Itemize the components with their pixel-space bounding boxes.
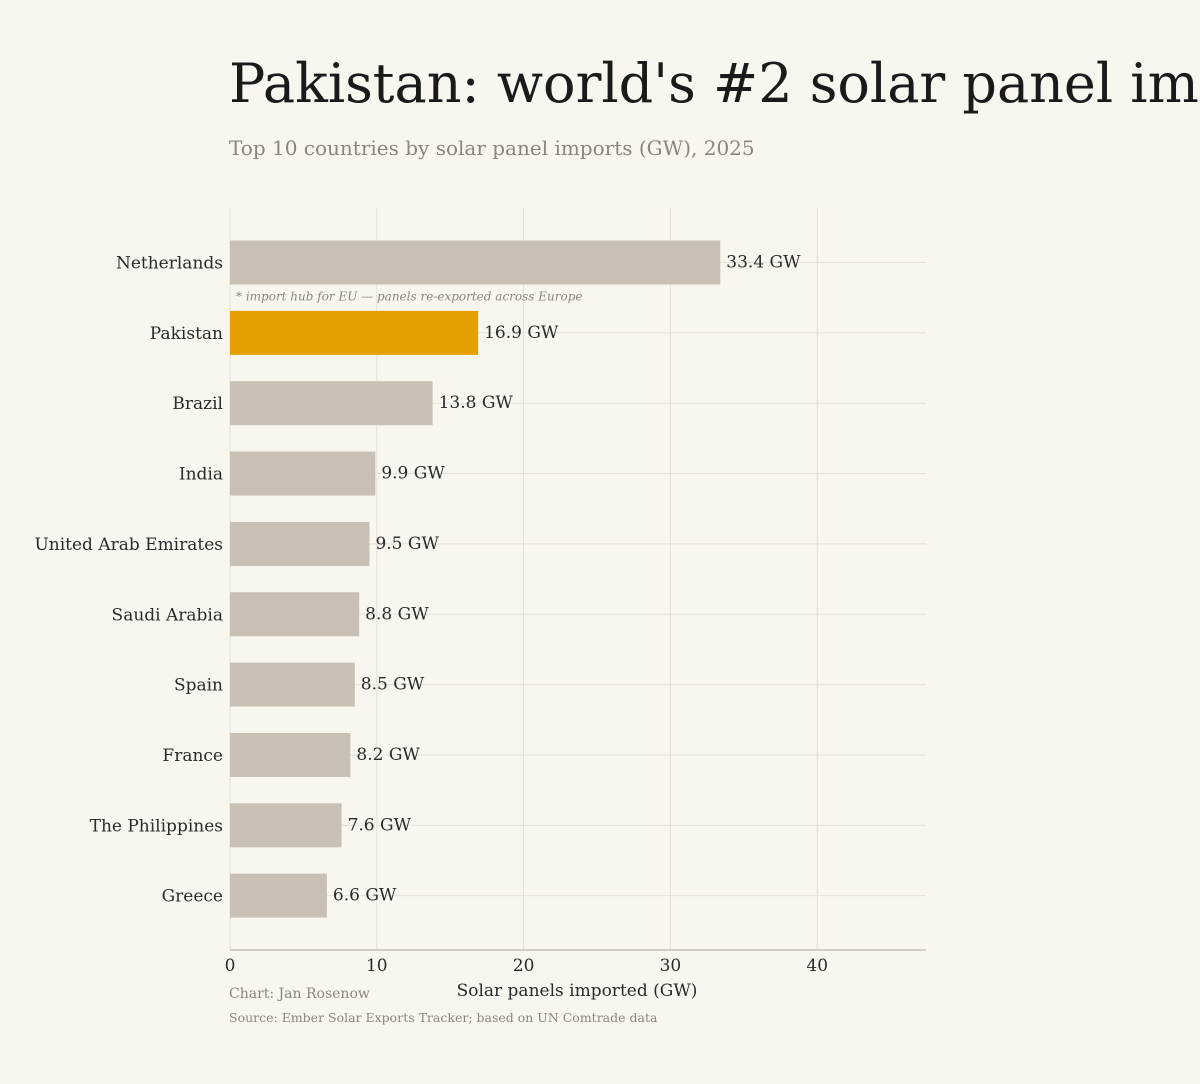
bar-france: [230, 732, 351, 777]
value-label: 8.8 GW: [365, 604, 429, 624]
category-label: United Arab Emirates: [34, 535, 223, 555]
value-label: 7.6 GW: [348, 815, 412, 835]
category-label: India: [179, 465, 223, 485]
bar-united-arab-emirates: [230, 521, 370, 566]
bar-saudi-arabia: [230, 592, 360, 637]
category-label: Saudi Arabia: [112, 605, 223, 625]
value-label: 9.5 GW: [375, 534, 439, 554]
value-label: 8.2 GW: [356, 745, 420, 765]
chart-title: Pakistan: world's #2 solar panel importe…: [229, 52, 1200, 115]
chart-subtitle: Top 10 countries by solar panel imports …: [229, 136, 755, 160]
category-label: Brazil: [172, 394, 223, 414]
value-label: 8.5 GW: [361, 675, 425, 695]
x-tick-label: 20: [513, 956, 535, 976]
x-tick-labels: 0 10 20 30 40: [225, 956, 828, 976]
category-label: France: [162, 746, 223, 766]
category-label: Netherlands: [116, 254, 223, 274]
bar-india: [230, 451, 376, 496]
x-axis-label: Solar panels imported (GW): [457, 981, 698, 1001]
bars: [230, 240, 721, 918]
category-label: Spain: [174, 676, 223, 696]
x-tick-label: 0: [225, 956, 236, 976]
bar-the-philippines: [230, 803, 342, 848]
bar-netherlands: [230, 240, 721, 285]
value-label: 9.9 GW: [381, 464, 445, 484]
category-labels: Netherlands Pakistan Brazil India United Ara…: [34, 254, 223, 907]
bar-brazil: [230, 381, 433, 426]
bar-pakistan: [230, 310, 479, 355]
value-labels: 33.4 GW 16.9 GW 13.8 GW 9.9 GW 9.5 GW 8.8 GW 8…: [333, 253, 801, 906]
value-label: 13.8 GW: [439, 393, 514, 413]
bar-spain: [230, 662, 355, 707]
bar-greece: [230, 873, 327, 918]
value-label: 6.6 GW: [333, 886, 397, 906]
x-tick-label: 10: [366, 956, 388, 976]
category-label: The Philippines: [90, 816, 223, 836]
value-label: 16.9 GW: [484, 323, 559, 343]
value-label: 33.4 GW: [726, 253, 801, 273]
chart-source: Source: Ember Solar Exports Tracker; bas…: [229, 1010, 658, 1025]
category-label: Pakistan: [150, 324, 223, 344]
x-tick-label: 40: [806, 956, 828, 976]
category-label: Greece: [162, 887, 223, 907]
netherlands-annotation: * import hub for EU — panels re-exported…: [236, 290, 582, 304]
chart-credit: Chart: Jan Rosenow: [229, 986, 370, 1002]
x-tick-label: 30: [660, 956, 682, 976]
